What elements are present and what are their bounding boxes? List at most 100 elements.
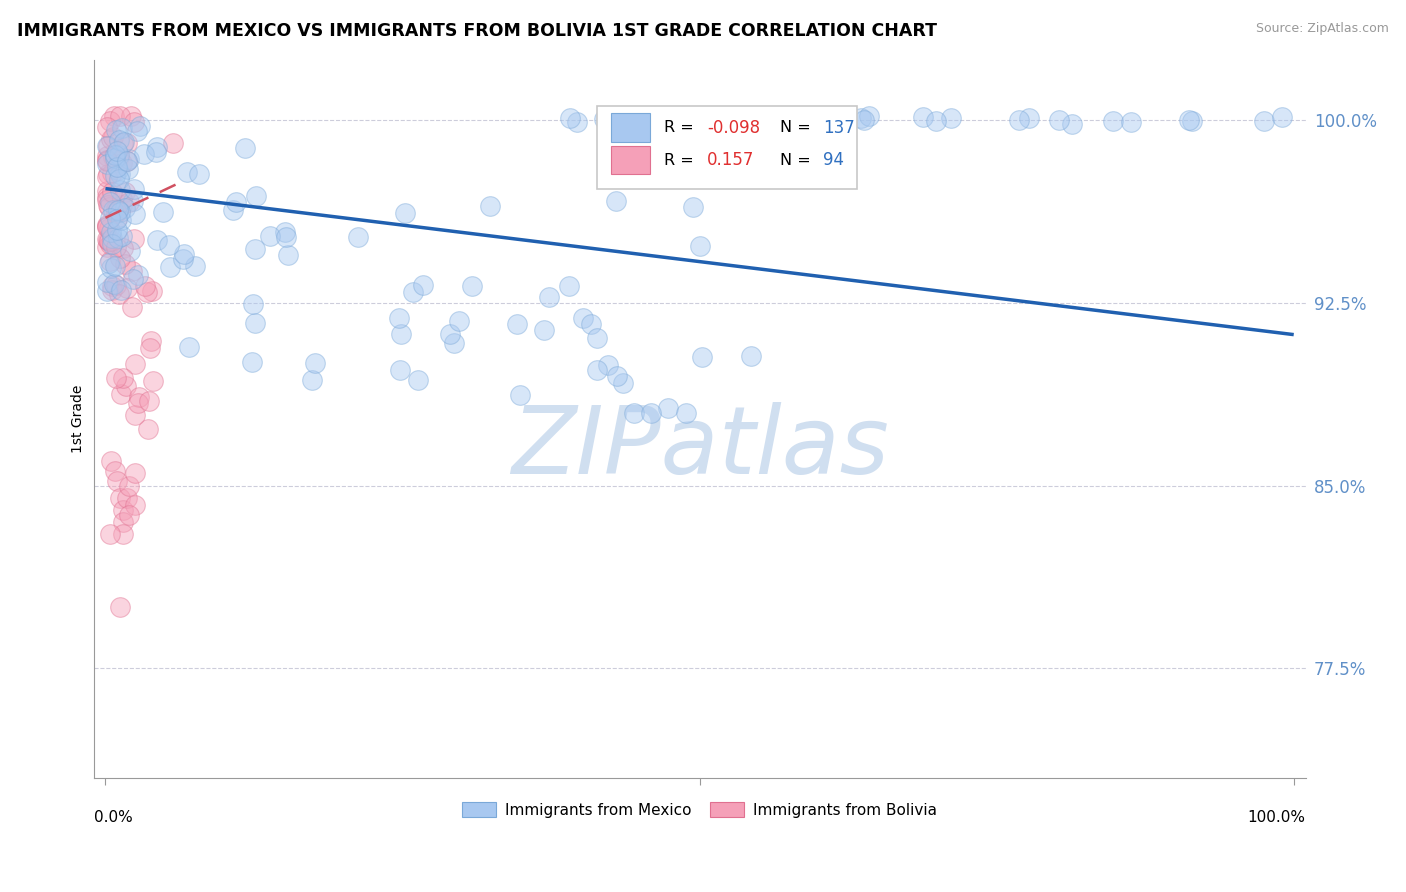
Point bbox=[103, 277, 125, 291]
Point bbox=[121, 264, 143, 278]
Point bbox=[127, 395, 149, 409]
Point bbox=[111, 197, 134, 211]
Point bbox=[176, 165, 198, 179]
Point bbox=[675, 405, 697, 419]
Point bbox=[183, 259, 205, 273]
Point bbox=[558, 112, 581, 126]
Bar bbox=[612, 145, 650, 175]
Point bbox=[107, 231, 129, 245]
Point bbox=[96, 218, 118, 232]
Point bbox=[273, 225, 295, 239]
Point bbox=[849, 111, 872, 125]
Point bbox=[737, 114, 759, 128]
Point bbox=[121, 300, 143, 314]
Point bbox=[104, 169, 127, 183]
Point bbox=[96, 219, 118, 234]
Point bbox=[96, 240, 118, 254]
Point bbox=[347, 230, 370, 244]
Point bbox=[242, 297, 264, 311]
Point bbox=[443, 336, 465, 351]
Point bbox=[128, 391, 150, 405]
Text: R =: R = bbox=[665, 120, 699, 136]
Point bbox=[141, 284, 163, 298]
Point bbox=[388, 311, 411, 326]
Point bbox=[118, 478, 141, 492]
Point bbox=[173, 247, 195, 261]
Point bbox=[101, 150, 124, 164]
Point bbox=[100, 225, 122, 239]
Point bbox=[100, 132, 122, 146]
Point bbox=[401, 285, 423, 299]
Point bbox=[96, 148, 118, 162]
Point bbox=[118, 152, 141, 166]
Point bbox=[104, 464, 127, 478]
Point bbox=[638, 115, 661, 129]
Point bbox=[301, 373, 323, 387]
Point bbox=[245, 189, 267, 203]
Point bbox=[98, 234, 121, 248]
Point bbox=[115, 136, 138, 151]
Point bbox=[105, 144, 128, 158]
Point bbox=[104, 151, 127, 165]
Point bbox=[118, 244, 141, 258]
Point bbox=[105, 223, 128, 237]
Point bbox=[114, 201, 136, 215]
Point bbox=[97, 200, 120, 214]
Point bbox=[110, 109, 132, 123]
Point bbox=[98, 237, 121, 252]
Point bbox=[124, 498, 146, 512]
Point bbox=[911, 110, 934, 124]
Point bbox=[96, 219, 118, 233]
Point bbox=[104, 259, 127, 273]
Point bbox=[439, 327, 461, 342]
Point bbox=[110, 283, 132, 297]
Point bbox=[110, 387, 132, 401]
Point bbox=[100, 261, 122, 276]
Text: 137: 137 bbox=[824, 119, 855, 136]
Point bbox=[96, 284, 118, 298]
Point bbox=[596, 358, 619, 372]
Point bbox=[612, 376, 634, 390]
Point bbox=[98, 211, 121, 225]
Point bbox=[121, 272, 143, 286]
Text: 100.0%: 100.0% bbox=[1247, 810, 1306, 825]
Point bbox=[389, 326, 412, 341]
Point bbox=[138, 422, 160, 436]
Point bbox=[146, 140, 169, 154]
Point bbox=[461, 279, 484, 293]
Point bbox=[139, 334, 162, 348]
Text: IMMIGRANTS FROM MEXICO VS IMMIGRANTS FROM BOLIVIA 1ST GRADE CORRELATION CHART: IMMIGRANTS FROM MEXICO VS IMMIGRANTS FRO… bbox=[17, 22, 936, 40]
Point bbox=[115, 154, 138, 169]
Point bbox=[785, 112, 807, 127]
Point bbox=[101, 185, 124, 199]
Point bbox=[108, 251, 131, 265]
Point bbox=[101, 231, 124, 245]
Point bbox=[111, 121, 134, 136]
Point bbox=[100, 166, 122, 180]
Point bbox=[124, 357, 146, 371]
Point bbox=[689, 239, 711, 253]
Point bbox=[98, 527, 121, 541]
Text: N =: N = bbox=[779, 120, 815, 136]
Point bbox=[692, 350, 714, 364]
Point bbox=[259, 228, 281, 243]
Point bbox=[114, 186, 136, 200]
Point bbox=[557, 279, 579, 293]
Point bbox=[111, 228, 134, 243]
FancyBboxPatch shape bbox=[596, 106, 858, 189]
Point bbox=[108, 491, 131, 505]
Point bbox=[159, 260, 181, 275]
Point bbox=[245, 242, 267, 256]
Point bbox=[108, 148, 131, 162]
Point bbox=[107, 171, 129, 186]
Point bbox=[103, 109, 125, 123]
Point bbox=[108, 205, 131, 219]
Point bbox=[657, 401, 679, 415]
Point bbox=[104, 123, 127, 137]
Point bbox=[124, 408, 146, 422]
Point bbox=[124, 181, 146, 195]
Point bbox=[134, 278, 156, 293]
Point bbox=[101, 130, 124, 145]
Point bbox=[172, 252, 194, 266]
Point bbox=[115, 280, 138, 294]
